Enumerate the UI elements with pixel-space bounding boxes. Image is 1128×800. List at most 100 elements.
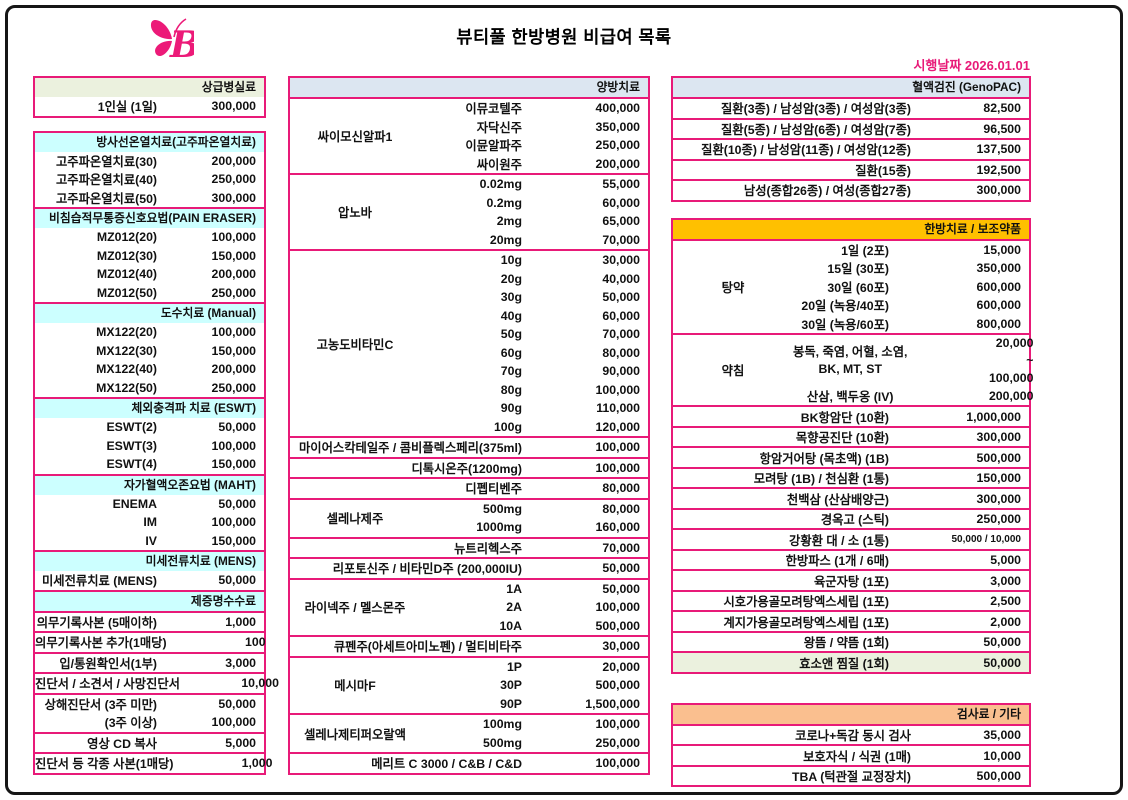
item-price: 50,000: [983, 635, 1021, 650]
item-price: 150,000: [211, 248, 256, 263]
price-row: 10g 30,000: [420, 251, 648, 270]
table-section: 혈액검진 (GenoPAC): [673, 78, 1029, 97]
price-row: 80g 100,000: [420, 381, 648, 400]
item-price: 70,000: [602, 540, 640, 555]
item-label: MX122(20): [96, 325, 157, 340]
group-row: 탕약 1일 (2포) 15,000 15일 (30포) 350,000 30일 (60포)…: [673, 241, 1029, 334]
price-row: MX122(50) 250,000: [35, 379, 264, 398]
item-label: 30g: [500, 290, 522, 305]
group-label: 메시마F: [334, 679, 376, 694]
price-row: 왕뜸 / 약뜸 (1회) 50,000: [673, 633, 1029, 652]
table-section: 육군자탕 (1포) 3,000: [673, 569, 1029, 590]
item-price: 55,000: [602, 177, 640, 192]
item-label: 메리트 C 3000 / C&B / C&D: [371, 757, 522, 772]
section-header: 혈액검진 (GenoPAC): [673, 78, 1029, 97]
item-label: 자닥신주: [476, 120, 522, 135]
item-label: 40g: [500, 308, 522, 323]
section-header: 비침습적무통증신호요법(PAIN ERASER): [35, 209, 264, 228]
price-row: 1A 50,000: [420, 580, 648, 599]
item-price: 65,000: [602, 214, 640, 229]
item-label: ESWT(4): [106, 457, 157, 472]
item-label: 90P: [500, 696, 522, 711]
price-row: 한방파스 (1개 / 6매) 5,000: [673, 551, 1029, 570]
table-section: 입/통원확인서(1부) 3,000: [35, 651, 264, 673]
table-section: 계지가용골모려탕엑스세립 (1포) 2,000: [673, 610, 1029, 631]
price-row: 0.02mg 55,000: [420, 175, 648, 194]
price-row: 진단서 등 각종 사본(1매당) 1,000: [35, 754, 272, 773]
item-label: 2A: [506, 600, 522, 615]
item-price: 150,000: [211, 533, 256, 548]
price-row: MX122(30) 150,000: [35, 342, 264, 361]
item-price: 5,000: [225, 735, 256, 750]
section-header: 체외충격파 치료 (ESWT): [35, 399, 264, 418]
table-section: 셀레나제티퍼오랄액 100mg 100,000 500mg 250,000: [290, 713, 648, 752]
group-label: 탕약: [721, 280, 745, 295]
price-row: ESWT(4) 150,000: [35, 455, 264, 474]
price-row: 2A 100,000: [420, 598, 648, 617]
group-label: 고농도비타민C: [316, 337, 394, 352]
price-row: 50g 70,000: [420, 325, 648, 344]
item-label: MZ012(50): [96, 285, 157, 300]
group-label: 압노바: [338, 206, 372, 220]
item-price: 192,500: [976, 162, 1021, 177]
price-row: 남성(종합26종) / 여성(종합27종) 300,000: [673, 181, 1029, 200]
item-price: 400,000: [595, 101, 640, 116]
item-label: 0.02mg: [479, 177, 522, 192]
item-label: 10g: [500, 253, 522, 268]
butterfly-logo: B: [150, 18, 194, 65]
item-label: 30P: [500, 678, 522, 693]
price-row: 봉독, 죽염, 어혈, 소염, BK, MT, ST 20,000 ~100,000: [793, 335, 1041, 387]
item-label: 싸이원주: [476, 157, 522, 172]
price-row: 20g 40,000: [420, 270, 648, 289]
item-label: 20mg: [489, 232, 522, 247]
price-row: 자닥신주 350,000: [420, 118, 648, 137]
table-section: 남성(종합26종) / 여성(종합27종) 300,000: [673, 179, 1029, 200]
item-price: 350,000: [976, 261, 1021, 276]
item-label: 의무기록사본 추가(1매당): [35, 636, 167, 651]
price-row: IM 100,000: [35, 513, 264, 532]
item-label: 30일 (60포): [827, 280, 889, 295]
group-row: 고농도비타민C 10g 30,000 20g 40,000 30g 50,000 40g 60,…: [290, 251, 648, 436]
item-price: 60,000: [602, 308, 640, 323]
item-label: MX122(40): [96, 362, 157, 377]
price-row: 10A 500,000: [420, 617, 648, 636]
price-row: 30일 (녹용/60포) 800,000: [793, 315, 1029, 334]
item-price: 100,000: [595, 460, 640, 475]
item-price: 100,000: [211, 515, 256, 530]
item-price: 2,000: [990, 614, 1021, 629]
item-price: 80,000: [602, 345, 640, 360]
table-section: 왕뜸 / 약뜸 (1회) 50,000: [673, 630, 1029, 652]
price-row: BK항암단 (10환) 1,000,000: [673, 407, 1029, 426]
item-price: 50,000: [602, 581, 640, 596]
price-row: 고주파온열치료(50) 300,000: [35, 189, 264, 208]
item-price: 500,000: [976, 769, 1021, 784]
price-row: 40g 60,000: [420, 307, 648, 326]
price-row: 고주파온열치료(40) 250,000: [35, 170, 264, 189]
item-price: 2,500: [990, 594, 1021, 609]
item-label: 큐펜주(아세트아미노펜) / 멀티비타주: [333, 640, 522, 655]
price-table: 양방치료 싸이모신알파1 이뮤코텔주 400,000 자닥신주 350,000 이뮨알파주 2…: [288, 76, 650, 775]
item-label: 1인실 (1일): [97, 100, 157, 115]
table-section: 싸이모신알파1 이뮤코텔주 400,000 자닥신주 350,000 이뮨알파주 250,0…: [290, 97, 648, 173]
item-label: 2mg: [496, 214, 522, 229]
item-label: 20g: [500, 271, 522, 286]
item-price: 300,000: [976, 491, 1021, 506]
item-label: 30일 (녹용/60포): [801, 317, 889, 332]
item-price: 800,000: [976, 316, 1021, 331]
price-row: 70g 90,000: [420, 362, 648, 381]
item-price: 50,000: [218, 573, 256, 588]
item-price: 100,000: [211, 715, 256, 730]
text-line: BK, MT, ST: [818, 361, 882, 376]
item-price: 150,000: [211, 343, 256, 358]
text-line: 100,000: [988, 370, 1034, 385]
price-row: 디톡시온주(1200mg) 100,000: [290, 459, 648, 478]
item-price: 600,000: [976, 298, 1021, 313]
item-price: 5,000: [990, 553, 1021, 568]
price-row: 이뮨알파주 250,000: [420, 136, 648, 155]
price-row: MZ012(40) 200,000: [35, 265, 264, 284]
item-label: 의무기록사본 (5매이하): [36, 615, 157, 630]
group-items: 100mg 100,000 500mg 250,000: [420, 715, 648, 752]
item-price: 350,000: [595, 119, 640, 134]
price-row: 계지가용골모려탕엑스세립 (1포) 2,000: [673, 612, 1029, 631]
price-row: 시호가용골모려탕엑스세립 (1포) 2,500: [673, 592, 1029, 611]
